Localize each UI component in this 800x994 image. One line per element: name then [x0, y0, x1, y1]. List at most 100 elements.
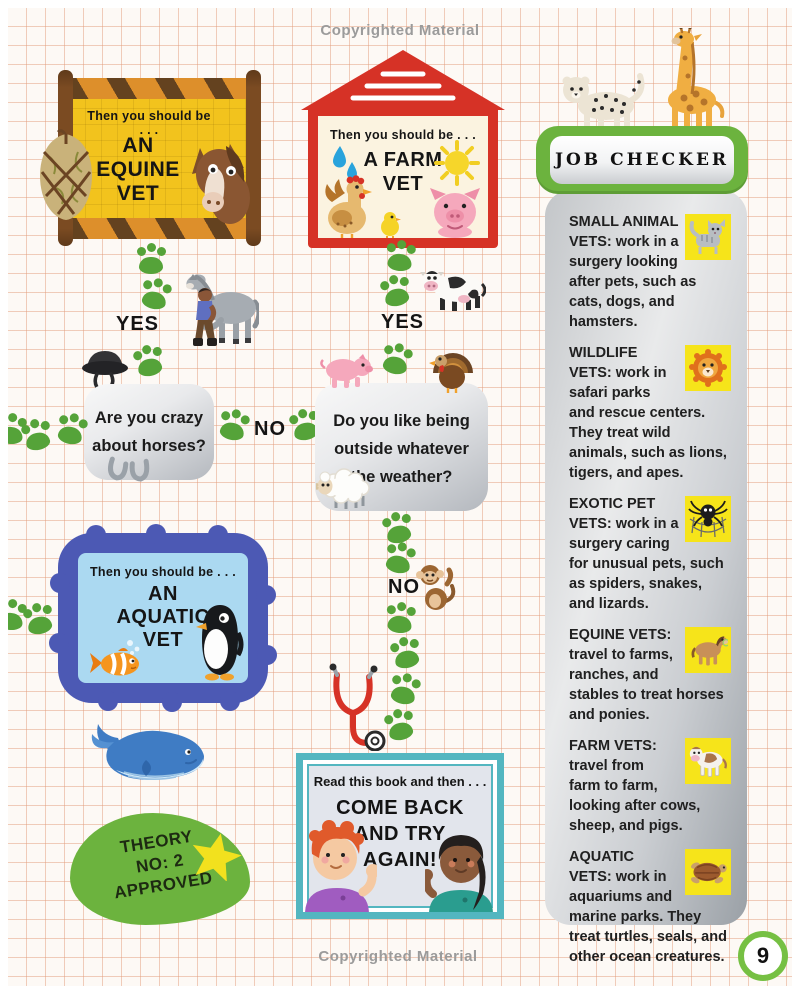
farm-sign-intro: Then you should be . . .	[329, 128, 477, 142]
comeback-line: AND TRY	[354, 823, 446, 845]
stethoscope-icon	[329, 663, 386, 751]
job-entry-heading: EQUINE VETS:	[569, 627, 672, 643]
question-weather-line: outside whatever	[334, 440, 469, 458]
no-label-horses: NO	[254, 418, 286, 440]
page-number: 9	[756, 943, 770, 968]
job-checker-header: JOB CHECKER	[536, 126, 748, 194]
exotic-icon-tile	[685, 496, 731, 542]
farm-icon-tile	[685, 738, 731, 784]
aquatic-sign-line: AQUATIC	[116, 606, 210, 628]
whale-illustration	[91, 724, 204, 780]
job-entry-heading: WILDLIFE VETS:	[569, 345, 638, 381]
job-entry-heading: AQUATIC VETS:	[569, 849, 634, 885]
comeback-line: AGAIN!	[362, 849, 438, 871]
copyright-notice-bottom: Copyrighted Material	[318, 948, 478, 965]
sheep-illustration	[316, 468, 370, 509]
job-checker-title-plate: JOB CHECKER	[550, 136, 734, 184]
paw-print-icon	[381, 542, 417, 578]
job-entry-body: work in a surgery looking after pets, su…	[569, 234, 697, 330]
question-weather-line: the weather?	[350, 468, 453, 486]
equine-sign-bottom-rail	[70, 218, 250, 239]
job-entry-body: work in aquariums and marine parks. They…	[569, 869, 727, 965]
chick-illustration	[381, 212, 401, 238]
penguin-illustration	[196, 605, 244, 681]
paw-print-icon	[380, 512, 416, 548]
page-number-badge: 9	[738, 931, 788, 981]
barn-roof	[301, 50, 505, 110]
hen-illustration	[325, 175, 372, 238]
fish-illustration	[90, 640, 140, 676]
cow-icon	[689, 746, 727, 777]
monkey-illustration	[416, 565, 456, 610]
grid-paper-background: Copyrighted Material Then you should be …	[8, 8, 792, 986]
cow-illustration	[420, 271, 486, 311]
wildlife-icon-tile	[685, 345, 731, 391]
paw-print-icon	[378, 275, 414, 311]
star-icon	[192, 833, 242, 881]
job-entry-equine: EQUINE VETS: travel to farms, ranches, a…	[569, 625, 731, 725]
job-checker-panel: SMALL ANIMAL VETS: work in a surgery loo…	[545, 190, 747, 965]
cat-icon	[689, 219, 725, 254]
pig-illustration	[430, 188, 480, 238]
aquatic-sign-line: AN	[148, 583, 178, 605]
job-entry-body: work in safari parks and rescue centers.…	[569, 365, 727, 481]
paw-print-icon	[386, 673, 422, 709]
equine-sign-title: AN EQUINE VET	[96, 134, 180, 205]
question-horses-line: Are you crazy	[94, 409, 204, 427]
pig-side-illustration	[320, 354, 373, 388]
riding-hat-icon	[82, 351, 128, 394]
paw-print-icon	[382, 709, 418, 745]
job-entry-body: travel from farm to farm, looking after …	[569, 758, 701, 834]
aquatic-board: Then you should be . . . AN AQUATIC VET	[78, 553, 248, 683]
paw-print-icon	[19, 419, 55, 455]
farm-sign-line: A FARM	[363, 149, 443, 171]
yes-label-equine: YES	[116, 313, 160, 335]
job-entry-heading: SMALL ANIMAL VETS:	[569, 214, 679, 250]
horse-head-illustration	[192, 144, 250, 224]
comeback-intro: Read this book and then . . .	[313, 774, 487, 789]
paw-print-icon	[21, 603, 57, 639]
aquatic-sign-intro: Then you should be . . .	[89, 565, 237, 579]
equine-sign-intro: Then you should be . . .	[87, 109, 211, 137]
small-animal-icon-tile	[685, 214, 731, 260]
barn-body: Then you should be . . . A FARM VET	[308, 106, 498, 248]
paw-print-icon	[388, 637, 424, 673]
paw-print-icon	[137, 278, 173, 314]
aquatic-frame: Then you should be . . . AN AQUATIC VET	[49, 524, 277, 712]
copyright-notice-top: Copyrighted Material	[320, 22, 480, 39]
question-box-horses: Are you crazy about horses?	[84, 384, 214, 480]
paw-print-icon	[378, 343, 414, 379]
job-entry-exotic: EXOTIC PET VETS: work in a surgery carin…	[569, 494, 731, 614]
paw-print-icon	[131, 345, 167, 381]
comeback-box: Read this book and then . . . COME BACK …	[296, 753, 504, 919]
turkey-illustration	[429, 353, 473, 393]
spider-icon	[688, 500, 728, 538]
aquatic-icon-tile	[685, 849, 731, 895]
haynet-illustration	[40, 129, 92, 220]
job-entry-heading: FARM VETS:	[569, 738, 657, 754]
job-entry-heading: EXOTIC PET VETS:	[569, 496, 656, 532]
leopard-illustration	[562, 73, 645, 133]
job-entry-aquatic: AQUATIC VETS: work in aquariums and mari…	[569, 847, 731, 967]
aquatic-sign-line: VET	[142, 629, 184, 651]
paw-print-icon	[384, 604, 417, 637]
job-checker-title: JOB CHECKER	[554, 150, 730, 170]
comeback-line: COME BACK	[336, 797, 464, 819]
giraffe-illustration	[668, 28, 725, 134]
equine-icon-tile	[685, 627, 731, 673]
horseshoes-icon	[108, 456, 150, 482]
job-entry-body: work in a surgery caring for unusual pet…	[569, 516, 724, 612]
question-horses-line: about horses?	[92, 437, 206, 455]
job-entry-body: travel to farms, ranches, and stables to…	[569, 647, 724, 723]
horse-icon	[691, 636, 728, 666]
paw-print-icon	[384, 242, 417, 275]
job-entry-small-animal: SMALL ANIMAL VETS: work in a surgery loo…	[569, 212, 731, 332]
question-weather-line: Do you like being	[333, 412, 470, 430]
job-entry-farm: FARM VETS: travel from farm to farm, loo…	[569, 736, 731, 836]
raindrops-icon	[333, 146, 357, 179]
lion-icon	[689, 349, 727, 387]
vet-with-horse-illustration	[186, 274, 259, 346]
yes-label-farm: YES	[381, 311, 425, 333]
boy-illustration	[305, 820, 377, 912]
